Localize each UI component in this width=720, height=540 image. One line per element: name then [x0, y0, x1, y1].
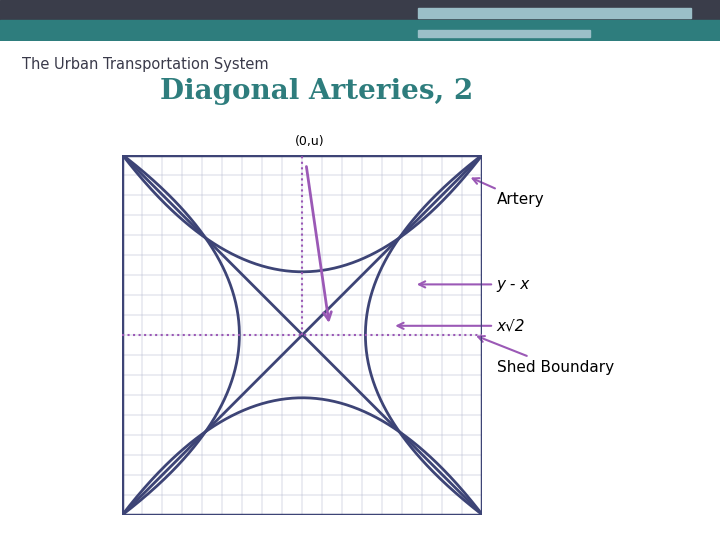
Text: The Urban Transportation System: The Urban Transportation System	[22, 57, 269, 72]
Text: x√2: x√2	[397, 318, 526, 333]
Bar	[418, 30, 590, 37]
Text: Artery: Artery	[472, 178, 544, 207]
Bar	[418, 8, 691, 18]
Text: (0,u): (0,u)	[294, 134, 325, 147]
Text: Shed Boundary: Shed Boundary	[478, 336, 614, 375]
Text: y - x: y - x	[419, 277, 530, 292]
Text: Diagonal Arteries, 2: Diagonal Arteries, 2	[160, 78, 474, 105]
Bar	[0, 0, 720, 20]
Bar	[0, 20, 720, 40]
